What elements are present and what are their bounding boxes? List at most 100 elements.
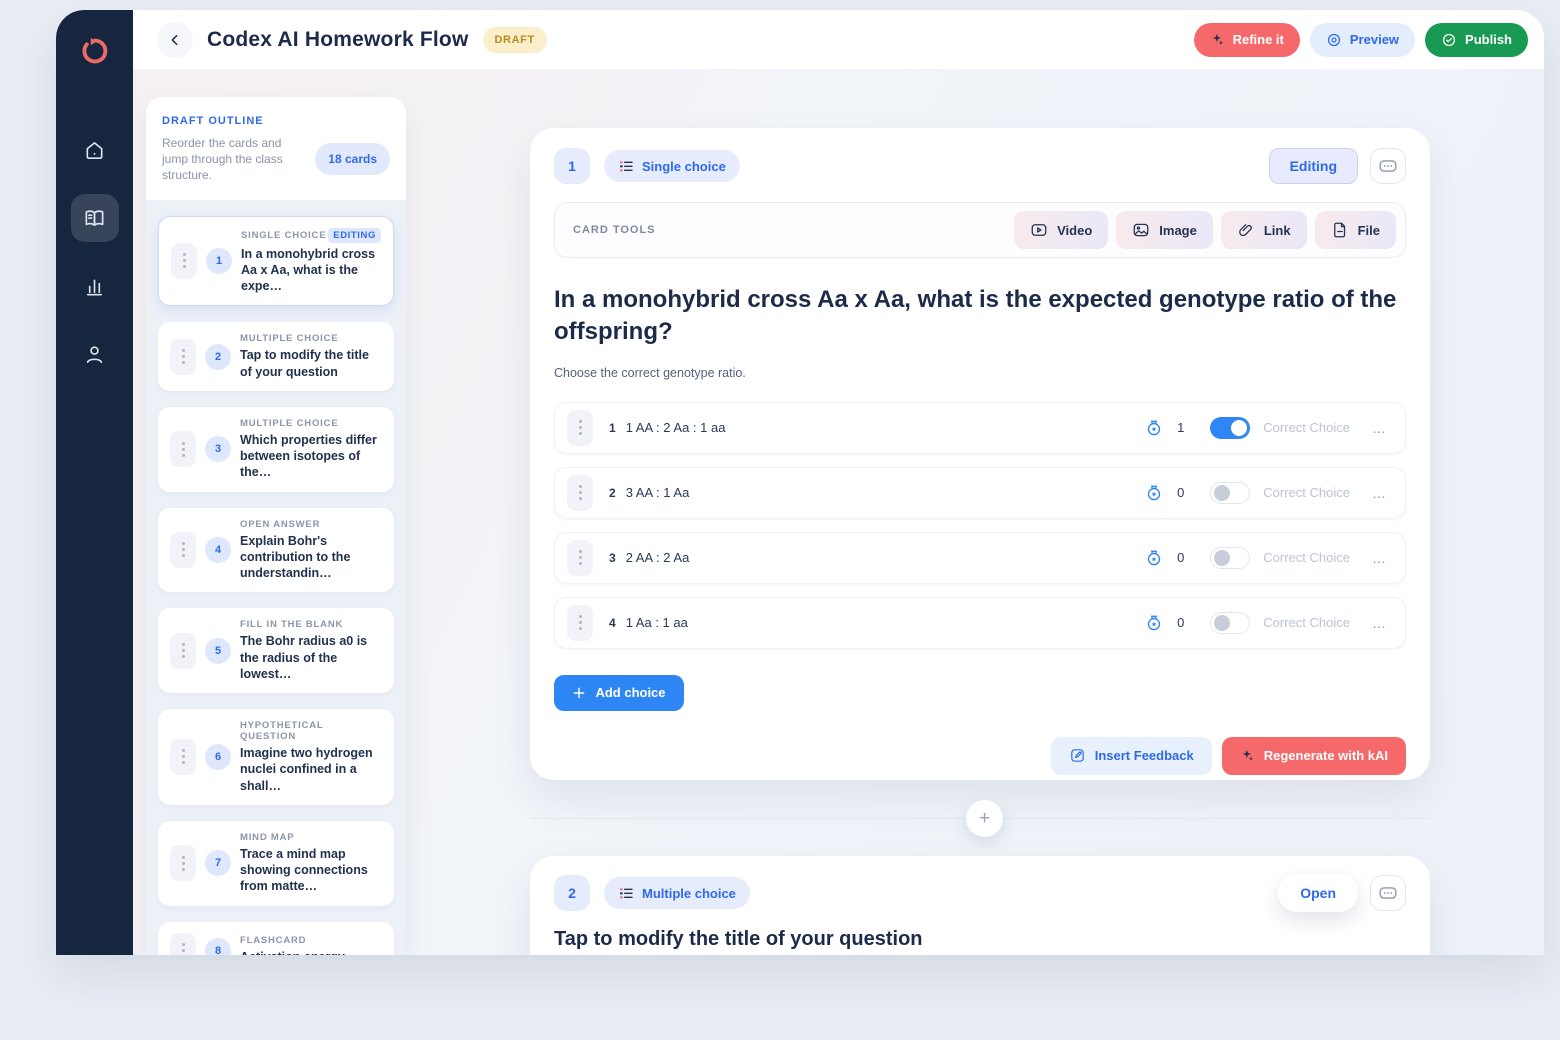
choice-points: 1 — [1177, 420, 1185, 436]
choice-text[interactable]: 2 AA : 2 Aa — [625, 550, 690, 566]
question-title[interactable]: Tap to modify the title of your question — [554, 928, 923, 950]
choice-points: 0 — [1177, 550, 1185, 566]
link-icon — [1239, 224, 1252, 237]
correct-choice-label: Correct Choice — [1263, 550, 1350, 566]
correct-choice-toggle[interactable] — [1210, 481, 1251, 504]
feedback-pencil-icon — [1070, 749, 1084, 763]
drag-handle-icon[interactable] — [170, 338, 196, 375]
correct-choice-toggle[interactable] — [1210, 611, 1251, 634]
preview-eye-icon — [1327, 33, 1340, 46]
outline-card-2[interactable]: 2 MULTIPLE CHOICE Tap to modify the titl… — [158, 322, 394, 391]
app-logo-icon[interactable] — [80, 36, 110, 66]
choice-points: 0 — [1177, 485, 1185, 501]
choice-row-4: 4 1 Aa : 1 aa 0 Correct Choice … — [554, 596, 1406, 649]
drag-handle-icon[interactable] — [170, 431, 196, 468]
back-button[interactable] — [157, 21, 193, 58]
correct-choice-toggle[interactable] — [1210, 416, 1251, 439]
drag-handle-icon[interactable] — [567, 539, 593, 576]
drag-handle-icon[interactable] — [170, 738, 196, 775]
open-card-button[interactable]: Open — [1278, 874, 1358, 912]
choice-more-button[interactable]: … — [1372, 419, 1387, 436]
choice-more-button[interactable]: … — [1372, 549, 1387, 566]
link-tool-button[interactable]: Link — [1220, 211, 1307, 249]
question-description[interactable]: Choose the correct genotype ratio. — [554, 365, 746, 380]
file-tool-button[interactable]: File — [1314, 211, 1396, 249]
correct-choice-label: Correct Choice — [1263, 420, 1350, 436]
outline-card-3[interactable]: 3 MULTIPLE CHOICE Which properties diffe… — [158, 406, 394, 492]
nav-rail — [56, 10, 133, 955]
sidebar-item-profile[interactable] — [71, 330, 119, 378]
drag-handle-icon[interactable] — [170, 932, 196, 955]
choice-row-1: 1 1 AA : 2 Aa : 1 aa 1 Correct Choice … — [554, 401, 1406, 454]
header: Codex AI Homework Flow DRAFT Refine it P… — [133, 10, 1544, 70]
card-number: 4 — [205, 536, 231, 563]
outline-card-5[interactable]: 5 FILL IN THE BLANK The Bohr radius a0 i… — [158, 608, 394, 694]
card-title: Trace a mind map showing connections fro… — [240, 846, 368, 894]
correct-choice-toggle[interactable] — [1210, 546, 1251, 569]
card-number: 5 — [205, 637, 231, 664]
question-title[interactable]: In a monohybrid cross Aa x Aa, what is t… — [554, 286, 1397, 346]
choice-text[interactable]: 1 Aa : 1 aa — [625, 615, 688, 631]
card-title: Imagine two hydrogen nuclei confined in … — [240, 746, 373, 793]
editor-card-1: 1 Single choice Editing — [530, 128, 1430, 780]
publish-button[interactable]: Publish — [1425, 22, 1528, 57]
correct-choice-label: Correct Choice — [1263, 615, 1350, 631]
card-count-badge: 18 cards — [315, 143, 390, 176]
card-number-badge: 2 — [554, 875, 590, 911]
insert-feedback-button[interactable]: Insert Feedback — [1050, 736, 1212, 775]
card-number: 3 — [205, 436, 231, 463]
outline-card-8[interactable]: 8 FLASHCARD Activation energy — [158, 921, 394, 955]
editor-card-2: 2 Multiple choice Open — [530, 856, 1430, 955]
card-type-pill[interactable]: Multiple choice — [604, 877, 750, 909]
sidebar-item-courses[interactable] — [70, 194, 119, 242]
drag-handle-icon[interactable] — [170, 632, 196, 669]
preview-button[interactable]: Preview — [1309, 22, 1416, 57]
outline-card-6[interactable]: 6 HYPOTHETICAL QUESTION Imagine two hydr… — [158, 709, 394, 805]
editing-state-button[interactable]: Editing — [1268, 148, 1358, 184]
sidebar-item-stats[interactable] — [71, 262, 119, 310]
check-circle-icon — [1442, 33, 1456, 46]
card-type-pill[interactable]: Single choice — [604, 150, 740, 182]
outline-card-4[interactable]: 4 OPEN ANSWER Explain Bohr's contributio… — [158, 507, 394, 593]
drag-handle-icon[interactable] — [567, 409, 593, 446]
list-icon — [620, 888, 633, 899]
image-tool-button[interactable]: Image — [1116, 211, 1213, 249]
sidebar-item-home[interactable] — [71, 126, 119, 174]
points-badge-icon — [1147, 420, 1161, 436]
card-type-label: FILL IN THE BLANK — [240, 619, 344, 631]
regenerate-button[interactable]: Regenerate with kAI — [1221, 736, 1406, 775]
correct-choice-label: Correct Choice — [1263, 485, 1350, 501]
choice-more-button[interactable]: … — [1372, 614, 1387, 631]
card-type-label: SINGLE CHOICE — [241, 229, 327, 241]
draft-outline-panel: DRAFT OUTLINE Reorder the cards and jump… — [146, 97, 406, 955]
choice-text[interactable]: 1 AA : 2 Aa : 1 aa — [625, 420, 726, 436]
drag-handle-icon[interactable] — [171, 242, 197, 279]
card-more-button[interactable] — [1370, 148, 1406, 184]
refine-button[interactable]: Refine it — [1193, 22, 1300, 57]
app-window: Codex AI Homework Flow DRAFT Refine it P… — [56, 10, 1544, 955]
more-options-icon — [1379, 160, 1397, 172]
card-number-badge: 1 — [554, 148, 590, 184]
outline-card-7[interactable]: 7 MIND MAP Trace a mind map showing conn… — [158, 820, 394, 906]
choice-number: 4 — [609, 615, 616, 630]
drag-handle-icon[interactable] — [170, 845, 196, 882]
choice-more-button[interactable]: … — [1372, 484, 1387, 501]
outline-card-1[interactable]: 1 SINGLE CHOICE EDITING In a monohybrid … — [158, 215, 394, 307]
choice-number: 2 — [609, 485, 616, 500]
card-title: Explain Bohr's contribution to the under… — [240, 533, 351, 581]
plus-icon — [574, 687, 585, 699]
add-card-button[interactable]: + — [966, 800, 1003, 837]
choice-text[interactable]: 3 AA : 1 Aa — [625, 485, 690, 501]
image-icon — [1133, 223, 1149, 237]
add-choice-button[interactable]: Add choice — [554, 674, 684, 711]
drag-handle-icon[interactable] — [567, 474, 593, 511]
drag-handle-icon[interactable] — [567, 604, 593, 641]
outline-description: Reorder the cards and jump through the c… — [162, 136, 283, 183]
drag-handle-icon[interactable] — [170, 531, 196, 568]
card-number: 6 — [205, 743, 231, 770]
sparkle-icon — [1212, 33, 1223, 45]
video-icon — [1031, 224, 1047, 236]
video-tool-button[interactable]: Video — [1014, 211, 1109, 249]
card-number: 7 — [205, 850, 231, 877]
card-more-button[interactable] — [1370, 875, 1406, 911]
